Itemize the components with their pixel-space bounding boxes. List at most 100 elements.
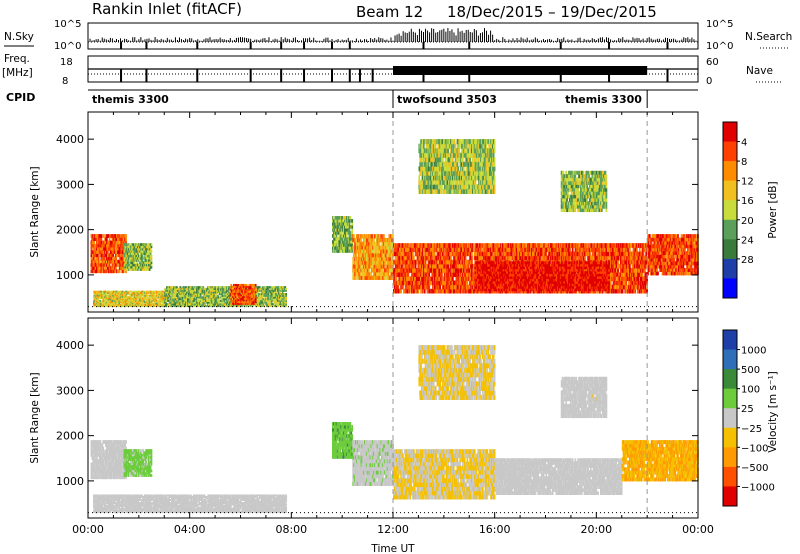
scatter-cell xyxy=(97,292,100,294)
scatter-cell xyxy=(117,250,120,254)
scatter-cell xyxy=(134,299,136,302)
scatter-cell xyxy=(126,250,128,253)
scatter-cell xyxy=(154,296,156,298)
scatter-cell xyxy=(97,302,100,305)
scatter-cell xyxy=(140,265,143,269)
scatter-cell xyxy=(124,268,127,271)
scatter-cell xyxy=(95,246,97,251)
scatter-cell xyxy=(155,303,157,306)
scatter-cell xyxy=(102,298,104,301)
scatter-cell xyxy=(127,268,129,271)
scatter-cell xyxy=(154,294,156,297)
scatter-cell xyxy=(114,303,116,306)
scatter-cell xyxy=(146,303,149,306)
scatter-cell xyxy=(104,303,106,306)
scatter-cell xyxy=(103,294,105,297)
scatter-cell xyxy=(132,305,135,308)
scatter-cell xyxy=(397,284,400,290)
scatter-cell xyxy=(150,290,153,293)
scatter-cell xyxy=(120,259,123,264)
scatter-cell xyxy=(384,253,387,258)
scatter-cell xyxy=(131,299,134,302)
scatter-cell xyxy=(97,269,100,274)
scatter-cell xyxy=(116,301,119,304)
scatter-cell xyxy=(93,263,95,267)
scatter-cell xyxy=(161,293,164,296)
scatter-cell xyxy=(125,290,128,293)
scatter-cell xyxy=(124,245,127,249)
scatter-cell xyxy=(123,297,125,300)
scatter-cell xyxy=(158,302,161,305)
scatter-cell xyxy=(360,264,363,269)
scatter-cell xyxy=(130,268,133,271)
scatter-cell xyxy=(132,290,135,293)
scatter-cell xyxy=(100,294,103,297)
scatter-cell xyxy=(149,302,152,305)
scatter-cell xyxy=(134,247,137,251)
scatter-cell xyxy=(337,237,340,241)
freq-unit: [MHz] xyxy=(2,67,33,79)
scatter-cell xyxy=(138,265,140,269)
scatter-cell xyxy=(114,246,116,251)
scatter-cell xyxy=(374,241,376,246)
scatter-cell xyxy=(125,290,127,293)
scatter-cell xyxy=(128,250,131,253)
scatter-cell xyxy=(151,294,154,297)
scatter-cell xyxy=(127,292,130,294)
scatter-cell xyxy=(124,269,126,274)
scatter-cell xyxy=(128,245,131,249)
scatter-cell xyxy=(119,293,122,296)
scatter-cell xyxy=(146,294,149,297)
scatter-cell xyxy=(117,240,120,245)
scatter-cell xyxy=(112,290,114,293)
scatter-cell xyxy=(99,294,102,297)
scatter-cell xyxy=(116,305,119,308)
scatter-cell xyxy=(141,299,144,302)
scatter-cell xyxy=(106,269,108,274)
scatter-cell xyxy=(90,240,93,245)
scatter-cell xyxy=(104,294,106,297)
scatter-cell xyxy=(144,296,146,298)
scatter-cell xyxy=(117,298,120,301)
scatter-cell xyxy=(125,263,128,267)
scatter-cell xyxy=(95,250,97,254)
scatter-cell xyxy=(120,237,123,242)
scatter-cell xyxy=(149,292,152,294)
scatter-cell xyxy=(128,303,131,306)
scatter-cell xyxy=(102,263,105,267)
scatter-cell xyxy=(162,298,165,301)
scatter-cell xyxy=(134,294,136,297)
scatter-cell xyxy=(341,216,343,220)
scatter-cell xyxy=(147,298,150,301)
scatter-cell xyxy=(137,302,140,305)
scatter-cell xyxy=(162,292,165,294)
scatter-cell xyxy=(100,253,103,258)
scatter-cell xyxy=(139,256,142,260)
scatter-cell xyxy=(136,265,138,269)
scatter-cell xyxy=(138,243,140,246)
scatter-cell xyxy=(102,292,104,294)
scatter-cell xyxy=(143,245,146,249)
scatter-cell xyxy=(143,256,146,260)
scatter-cell xyxy=(107,292,110,294)
scatter-cell xyxy=(123,247,126,251)
scatter-cell xyxy=(96,266,98,270)
scatter-cell xyxy=(125,293,127,296)
scatter-cell xyxy=(406,288,409,294)
scatter-cell xyxy=(139,297,142,300)
scatter-cell xyxy=(119,240,122,245)
scatter-cell xyxy=(364,249,366,254)
scatter-cell xyxy=(151,299,154,302)
scatter-cell xyxy=(157,294,160,297)
scatter-cell xyxy=(154,299,156,302)
scatter-cell xyxy=(113,256,116,261)
scatter-cell xyxy=(130,259,133,262)
scatter-cell xyxy=(126,245,128,249)
scatter-cell xyxy=(134,252,137,256)
scatter-cell xyxy=(156,299,158,302)
scatter-cell xyxy=(136,297,139,300)
scatter-cell xyxy=(150,263,153,267)
scatter-cell xyxy=(153,290,155,293)
scatter-cell xyxy=(373,249,375,254)
scatter-cell xyxy=(430,280,432,286)
